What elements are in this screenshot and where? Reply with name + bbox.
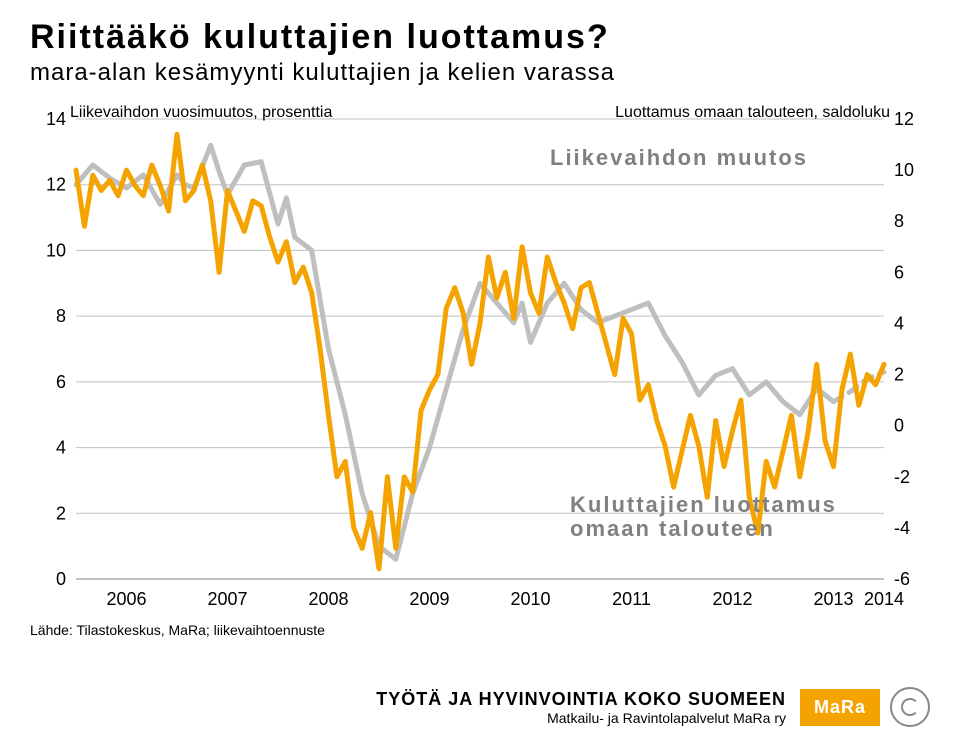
chart-container: 0 2 4 6 8 10 12 14 -6 -4 -2 0 2 4 6 8 10 12 2006 2007 2008 20… [30,105,930,625]
footer-line2: Matkailu- ja Ravintolapalvelut MaRa ry [376,710,786,726]
svg-text:12: 12 [894,109,914,129]
svg-text:-4: -4 [894,518,910,538]
svg-text:6: 6 [894,262,904,282]
svg-text:14: 14 [46,109,66,129]
logo-text: MaRa [814,697,866,718]
svg-text:0: 0 [894,416,904,436]
svg-text:0: 0 [56,569,66,589]
series-label-confidence-line1: Kuluttajien luottamus [570,492,837,517]
svg-text:Liikevaihdon vuosimuutos, pros: Liikevaihdon vuosimuutos, prosenttia [70,105,332,121]
svg-text:2: 2 [894,365,904,385]
logo-icon [890,687,930,727]
svg-text:2013: 2013 [813,589,853,609]
series-label-confidence: Kuluttajien luottamus omaan talouteen [570,493,837,541]
page-subtitle: mara-alan kesämyynti kuluttajien ja keli… [30,59,930,87]
line-chart: 0 2 4 6 8 10 12 14 -6 -4 -2 0 2 4 6 8 10 12 2006 2007 2008 20… [30,105,930,625]
series-label-revenue: Liikevaihdon muutos [550,145,808,171]
svg-text:2007: 2007 [207,589,247,609]
svg-text:Luottamus omaan talouteen, sal: Luottamus omaan talouteen, saldoluku [615,105,890,121]
svg-text:2014: 2014 [864,589,904,609]
svg-text:8: 8 [56,306,66,326]
svg-text:-2: -2 [894,467,910,487]
svg-text:12: 12 [46,175,66,195]
svg-text:2006: 2006 [106,589,146,609]
svg-text:6: 6 [56,372,66,392]
series-label-confidence-line2: omaan talouteen [570,516,775,541]
svg-text:10: 10 [46,240,66,260]
source-text: Lähde: Tilastokeskus, MaRa; liikevaihtoe… [30,622,325,638]
footer-line1: TYÖTÄ JA HYVINVOINTIA KOKO SUOMEEN [376,689,786,710]
page-title: Riittääkö kuluttajien luottamus? [30,18,930,57]
svg-text:10: 10 [894,160,914,180]
svg-text:2008: 2008 [308,589,348,609]
logo-box: MaRa [800,689,880,726]
footer-text: TYÖTÄ JA HYVINVOINTIA KOKO SUOMEEN Matka… [376,689,786,726]
svg-text:8: 8 [894,211,904,231]
svg-text:-6: -6 [894,569,910,589]
svg-text:2012: 2012 [712,589,752,609]
svg-text:2011: 2011 [612,589,651,609]
svg-text:2009: 2009 [409,589,449,609]
svg-text:2010: 2010 [510,589,550,609]
svg-text:2: 2 [56,503,66,523]
svg-text:4: 4 [56,438,66,458]
footer: TYÖTÄ JA HYVINVOINTIA KOKO SUOMEEN Matka… [0,672,960,742]
svg-text:4: 4 [894,313,904,333]
